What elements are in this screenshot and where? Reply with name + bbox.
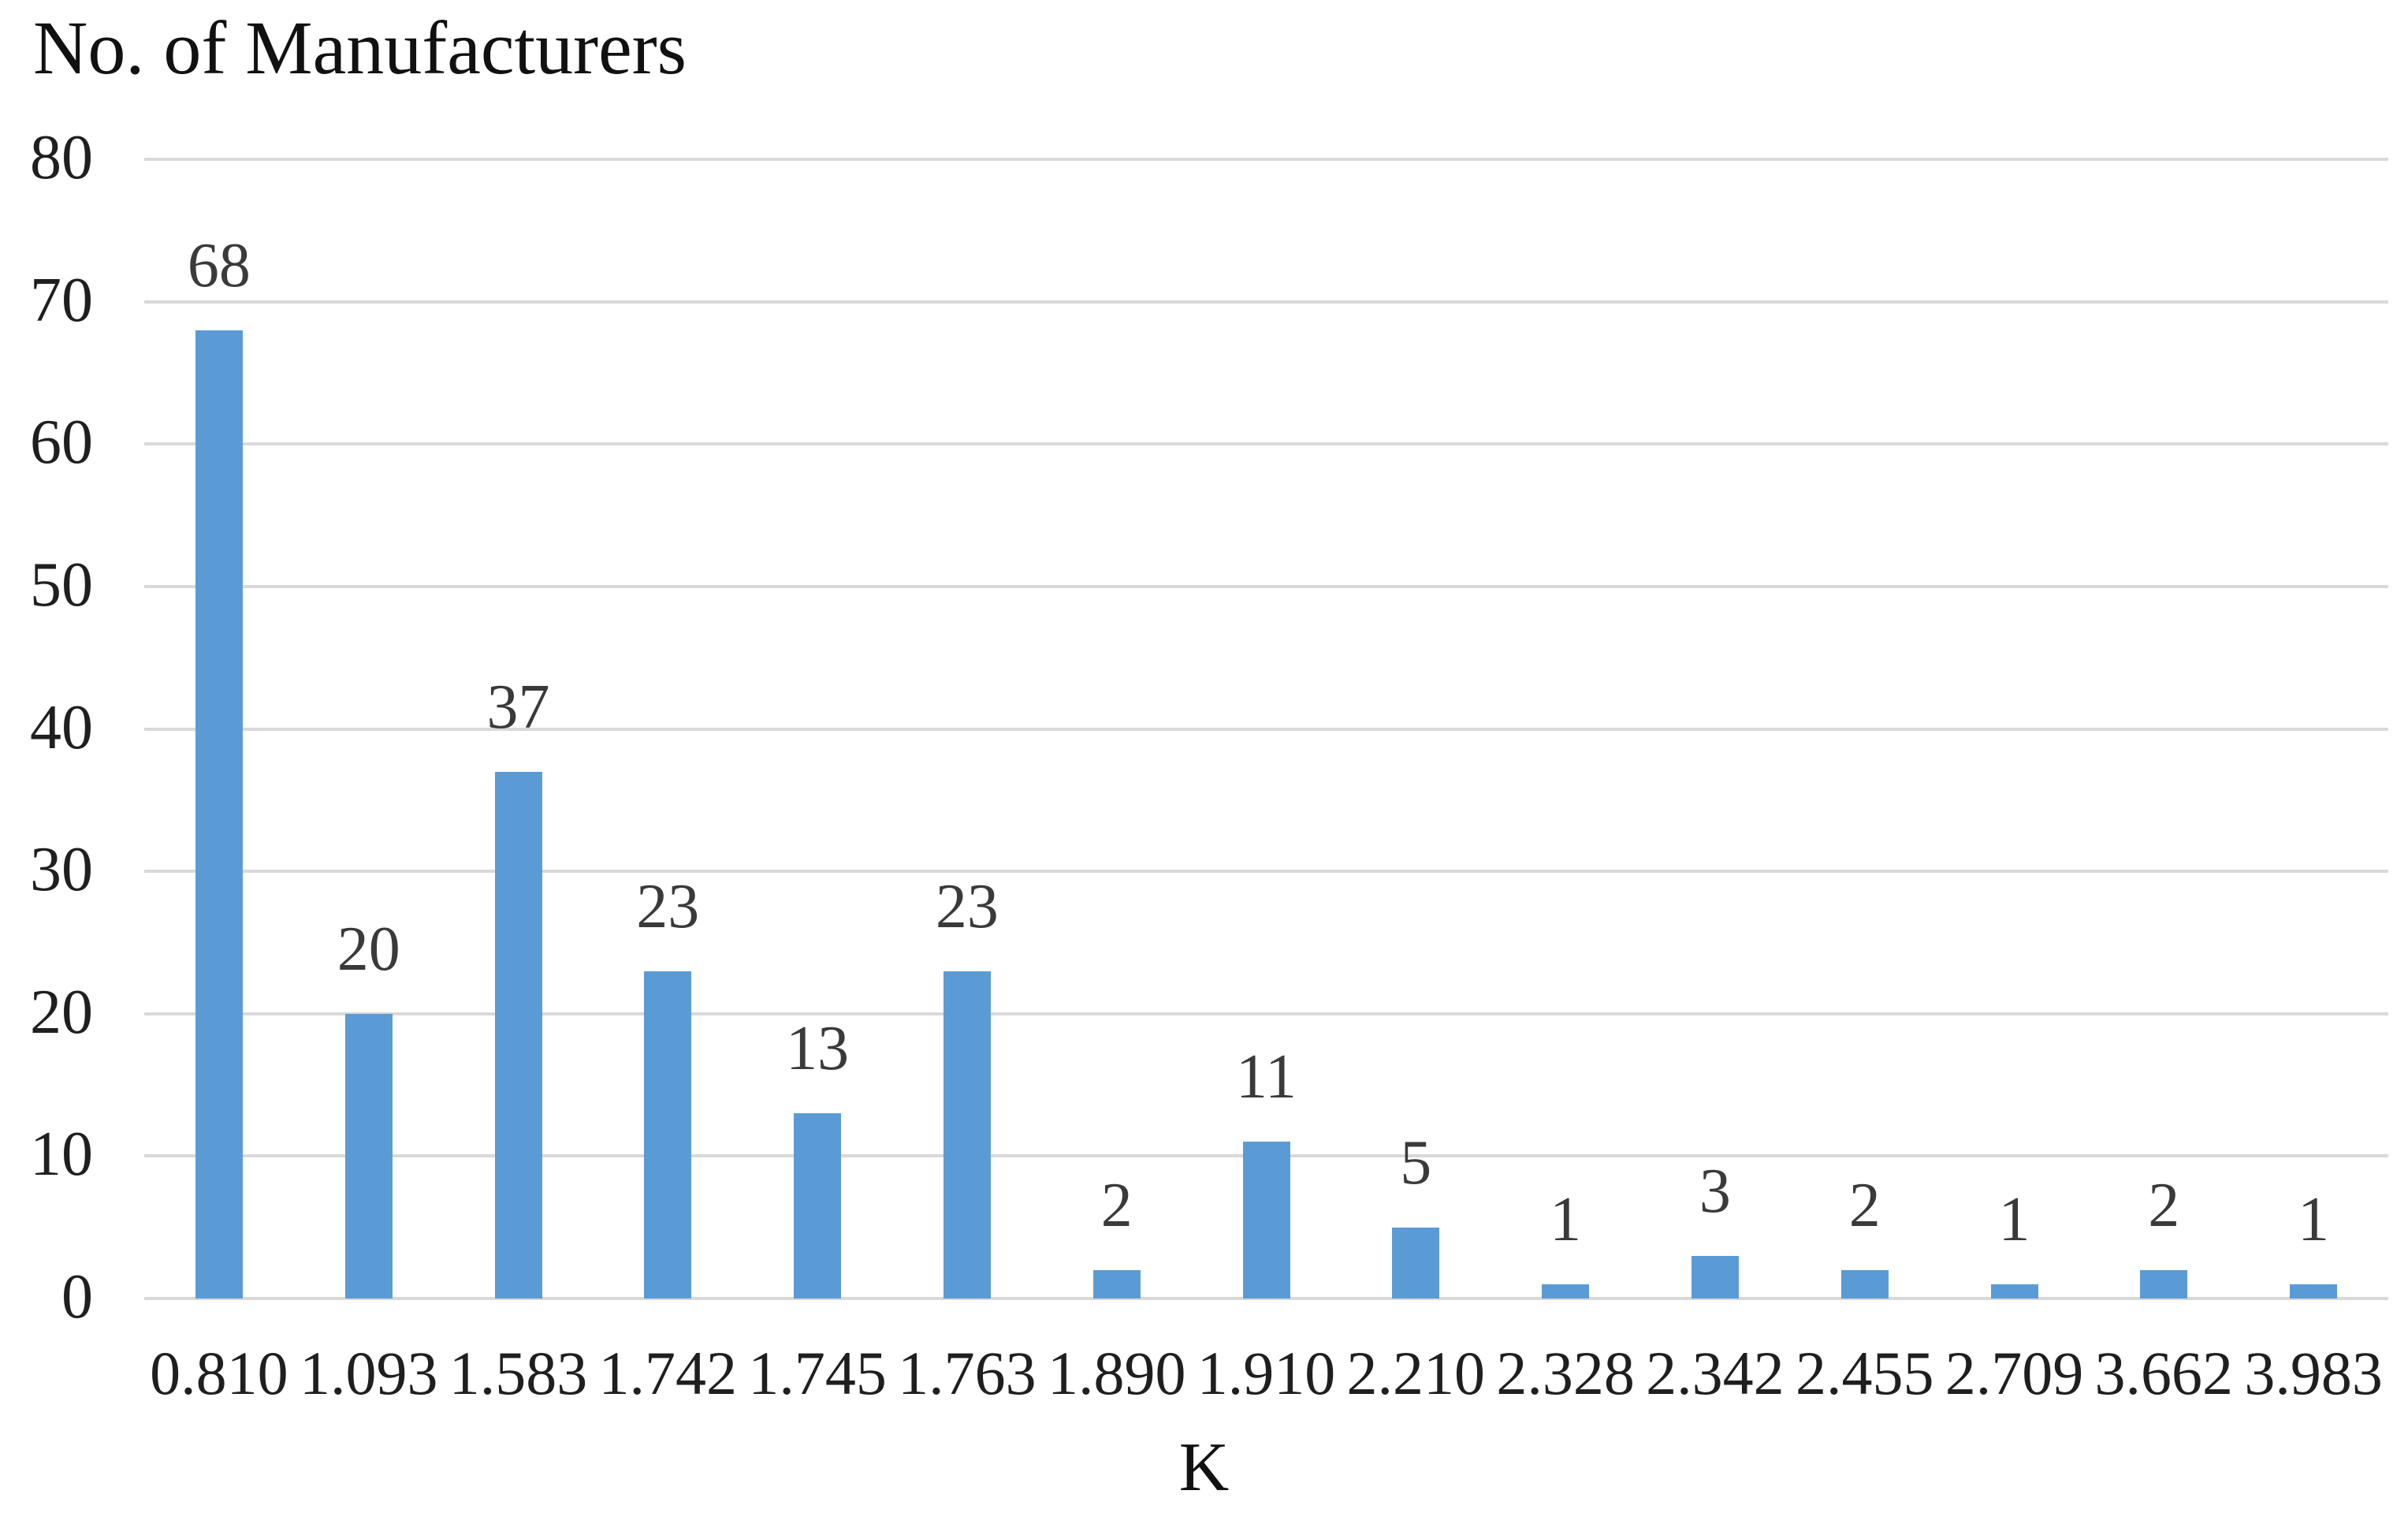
- gridline: [144, 727, 2388, 731]
- x-tick-label: 1.763: [898, 1339, 1037, 1407]
- gridline: [144, 1012, 2388, 1015]
- bar-value-label: 11: [1235, 1042, 1297, 1112]
- bar: [1840, 1269, 1889, 1299]
- chart-title: No. of Manufacturers: [33, 6, 687, 90]
- gridline: [144, 442, 2388, 446]
- x-tick-label: 2.342: [1646, 1339, 1785, 1407]
- bar-value-label: 3: [1699, 1156, 1731, 1226]
- bar: [494, 771, 542, 1299]
- bar: [1691, 1255, 1739, 1299]
- bar-value-label: 2: [1848, 1170, 1881, 1240]
- bar: [1990, 1284, 2038, 1299]
- x-tick-label: 0.810: [150, 1339, 288, 1407]
- bar-value-label: 2: [1100, 1170, 1133, 1240]
- y-tick-label: 50: [30, 550, 93, 620]
- x-tick-label: 1.742: [598, 1339, 738, 1407]
- x-tick-label: 3.983: [2244, 1339, 2383, 1407]
- x-tick-label: 2.455: [1795, 1339, 1934, 1407]
- bar: [1092, 1269, 1141, 1299]
- x-axis-title: K: [1178, 1429, 1230, 1506]
- bar-value-label: 1: [2298, 1184, 2330, 1254]
- bar: [1542, 1284, 1590, 1299]
- bar-value-label: 2: [2148, 1170, 2180, 1240]
- x-tick-label: 2.709: [1945, 1339, 2084, 1407]
- y-tick-label: 10: [30, 1120, 93, 1190]
- bar: [344, 1013, 393, 1299]
- y-tick-label: 0: [61, 1262, 93, 1332]
- bar: [1242, 1142, 1290, 1299]
- y-tick-label: 20: [30, 977, 93, 1047]
- bar-value-label: 1: [1550, 1184, 1582, 1254]
- x-tick-label: 3.662: [2094, 1339, 2234, 1407]
- gridline: [144, 584, 2388, 588]
- bar-value-label: 13: [786, 1014, 850, 1084]
- bar: [1392, 1227, 1440, 1299]
- gridline: [144, 158, 2388, 161]
- bar-value-label: 37: [486, 672, 550, 742]
- x-tick-label: 1.890: [1047, 1339, 1186, 1407]
- bar-value-label: 5: [1400, 1127, 1432, 1198]
- gridline: [144, 1297, 2388, 1300]
- y-tick-label: 70: [30, 265, 93, 335]
- bar: [2290, 1284, 2338, 1299]
- x-tick-label: 2.210: [1346, 1339, 1486, 1407]
- y-tick-label: 30: [30, 835, 93, 905]
- gridline: [144, 300, 2388, 304]
- bar-value-label: 1: [1998, 1184, 2030, 1254]
- y-tick-label: 60: [30, 408, 93, 478]
- x-tick-label: 1.745: [748, 1339, 887, 1407]
- bar-value-label: 68: [187, 230, 251, 300]
- gridline: [144, 870, 2388, 874]
- bar-value-label: 23: [935, 871, 999, 941]
- x-tick-label: 1.910: [1197, 1339, 1336, 1407]
- bar: [943, 971, 991, 1299]
- bar: [644, 971, 692, 1299]
- x-tick-label: 2.328: [1496, 1339, 1635, 1407]
- x-tick-label: 1.583: [448, 1339, 588, 1407]
- bar: [195, 330, 243, 1299]
- bar: [794, 1113, 842, 1299]
- y-tick-label: 40: [30, 692, 93, 762]
- bar: [2140, 1269, 2188, 1299]
- bar-value-label: 20: [337, 914, 400, 984]
- y-tick-label: 80: [30, 123, 93, 192]
- x-tick-label: 1.093: [299, 1339, 438, 1407]
- bar-value-label: 23: [636, 871, 700, 941]
